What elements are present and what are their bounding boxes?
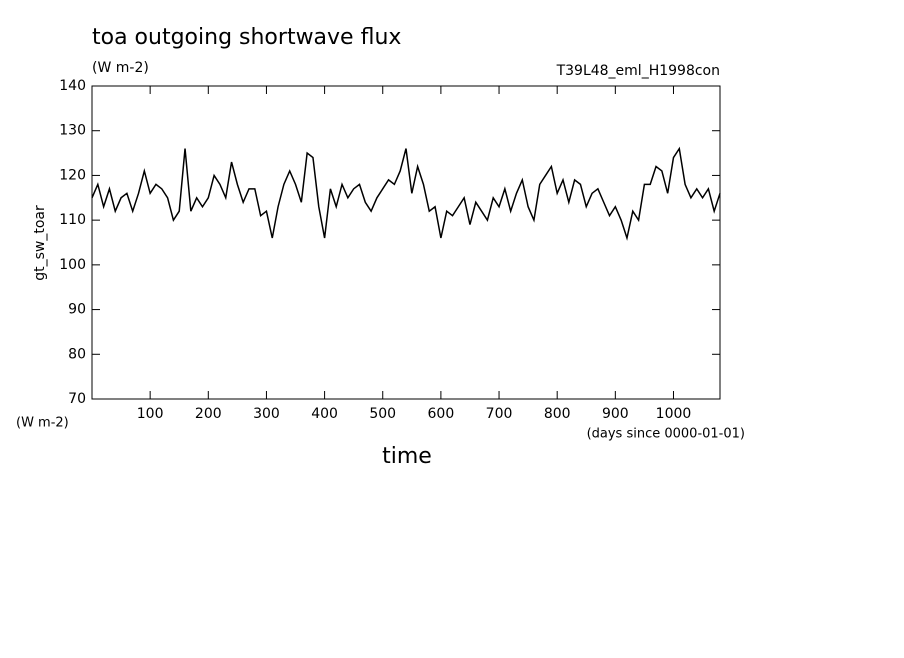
y-tick-label: 90 xyxy=(68,302,86,318)
x-tick-label: 500 xyxy=(369,406,396,422)
subtitle: (W m-2) xyxy=(92,60,149,76)
x-unit: (days since 0000-01-01) xyxy=(587,427,745,442)
x-axis-label: time xyxy=(382,444,432,469)
y-tick-label: 70 xyxy=(68,391,86,407)
y-tick-label: 80 xyxy=(68,346,86,362)
x-tick-label: 800 xyxy=(544,406,571,422)
x-tick-label: 600 xyxy=(428,406,455,422)
x-tick-label: 1000 xyxy=(656,406,692,422)
y-tick-label: 110 xyxy=(59,212,86,228)
y-axis-label: gt_sw_toar xyxy=(32,205,48,281)
x-tick-label: 400 xyxy=(311,406,338,422)
y-tick-label: 120 xyxy=(59,167,86,183)
y-unit: (W m-2) xyxy=(16,416,69,431)
x-tick-label: 100 xyxy=(137,406,164,422)
plot-frame xyxy=(91,85,721,400)
chart-title: toa outgoing shortwave flux xyxy=(92,25,401,50)
x-tick-label: 700 xyxy=(486,406,513,422)
x-tick-label: 900 xyxy=(602,406,629,422)
x-tick-label: 200 xyxy=(195,406,222,422)
y-tick-label: 100 xyxy=(59,257,86,273)
y-tick-label: 130 xyxy=(59,123,86,139)
annotation: T39L48_eml_H1998con xyxy=(556,63,720,79)
x-tick-label: 300 xyxy=(253,406,280,422)
y-tick-label: 140 xyxy=(59,78,86,94)
data-line xyxy=(91,146,721,241)
